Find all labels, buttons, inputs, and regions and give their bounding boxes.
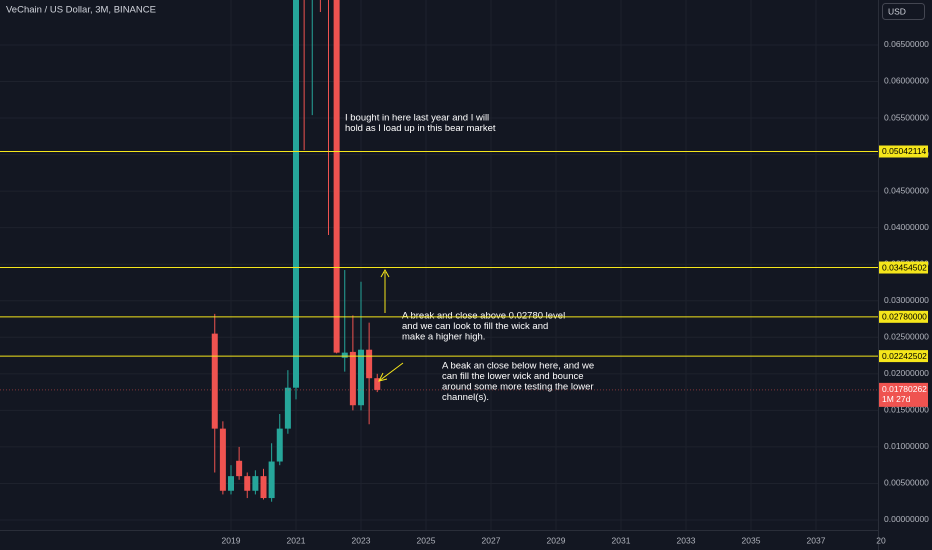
- currency-button[interactable]: [882, 3, 925, 20]
- level-label: 0.02242502: [882, 351, 927, 361]
- currency-label[interactable]: USD: [888, 6, 906, 16]
- candle-body: [284, 387, 291, 429]
- x-tick-label: 2031: [612, 535, 631, 545]
- candle-body: [366, 349, 373, 379]
- level-label-box: [879, 310, 928, 323]
- candle-body: [358, 349, 365, 406]
- x-tick-label: 2035: [742, 535, 761, 545]
- level-label: 0.05042114: [882, 146, 927, 156]
- x-tick-label: 2025: [417, 535, 436, 545]
- x-tick-label: 2037: [807, 535, 826, 545]
- candle-body: [260, 476, 267, 499]
- y-tick-label: 0.02000000: [884, 368, 929, 378]
- annotation-line: can fill the lower wick and bounce: [442, 371, 584, 382]
- x-tick-label: 2029: [547, 535, 566, 545]
- y-tick-label: 0.00000000: [884, 514, 929, 524]
- candle-body: [341, 352, 348, 358]
- y-tick-label: 0.06500000: [884, 39, 929, 49]
- annotation-line: I bought in here last year and I will: [345, 113, 489, 124]
- y-tick-label: 0.06000000: [884, 76, 929, 86]
- candle-body: [293, 0, 300, 388]
- x-tick-label: 2019: [222, 535, 241, 545]
- y-tick-label: 0.04000000: [884, 222, 929, 232]
- level-label: 0.03454502: [882, 262, 927, 272]
- y-tick-label: 0.01000000: [884, 441, 929, 451]
- annotation-line: make a higher high.: [402, 332, 485, 343]
- y-tick-label: 0.05500000: [884, 112, 929, 122]
- last-price-box: [879, 382, 928, 407]
- level-label-box: [879, 350, 928, 363]
- annotation-line: channel(s).: [442, 392, 489, 403]
- last-price-label: 0.01780262: [882, 384, 927, 394]
- annotations: I bought in here last year and I willhol…: [345, 113, 594, 404]
- annotation-line: A break and close above 0.02780 level: [402, 311, 565, 322]
- candle-body: [276, 428, 283, 462]
- x-tick-label: 2023: [352, 535, 371, 545]
- candle-body: [228, 476, 235, 491]
- x-tick-label: 2033: [677, 535, 696, 545]
- y-tick-label: 0.01500000: [884, 405, 929, 415]
- candle-body: [268, 461, 275, 499]
- drawings: [378, 268, 404, 382]
- y-tick-label: 0.04500000: [884, 185, 929, 195]
- level-label-box: [879, 261, 928, 274]
- candle-body: [211, 333, 218, 429]
- y-tick-label: 0.03000000: [884, 295, 929, 305]
- candle-body: [252, 476, 259, 491]
- candle-body: [349, 351, 356, 406]
- chart-title: VeChain / US Dollar, 3M, BINANCE: [6, 5, 156, 16]
- arrow-head: [378, 372, 388, 382]
- axis-labels: 0.00000000 0.00500000 0.01000000 0.01500000…: [222, 39, 930, 545]
- annotation-line: hold as I load up in this bear market: [345, 123, 496, 134]
- x-tick-label: 2027: [482, 535, 501, 545]
- arrow-diagonal: [378, 362, 404, 382]
- x-tick-label: 20: [876, 535, 886, 545]
- level-label-box: [879, 145, 928, 158]
- candle-body: [236, 460, 243, 477]
- plot-area: [0, 0, 878, 502]
- x-tick-label: 2021: [287, 535, 306, 545]
- y-tick-label: 0.02500000: [884, 332, 929, 342]
- candle-body: [219, 428, 226, 491]
- annotation-line: around some more testing the lower: [442, 382, 594, 393]
- level-label: 0.02780000: [882, 312, 927, 322]
- candle-body: [333, 0, 340, 353]
- last-price-countdown: 1M 27d: [882, 394, 911, 404]
- annotation-line: A beak an close below here, and we: [442, 361, 594, 372]
- candle-body: [244, 476, 251, 491]
- candle-body: [374, 378, 381, 390]
- price-axis: [878, 0, 932, 550]
- annotation-line: and we can look to fill the wick and: [402, 321, 548, 332]
- y-tick-label: 0.00500000: [884, 478, 929, 488]
- arrow-head: [380, 268, 390, 278]
